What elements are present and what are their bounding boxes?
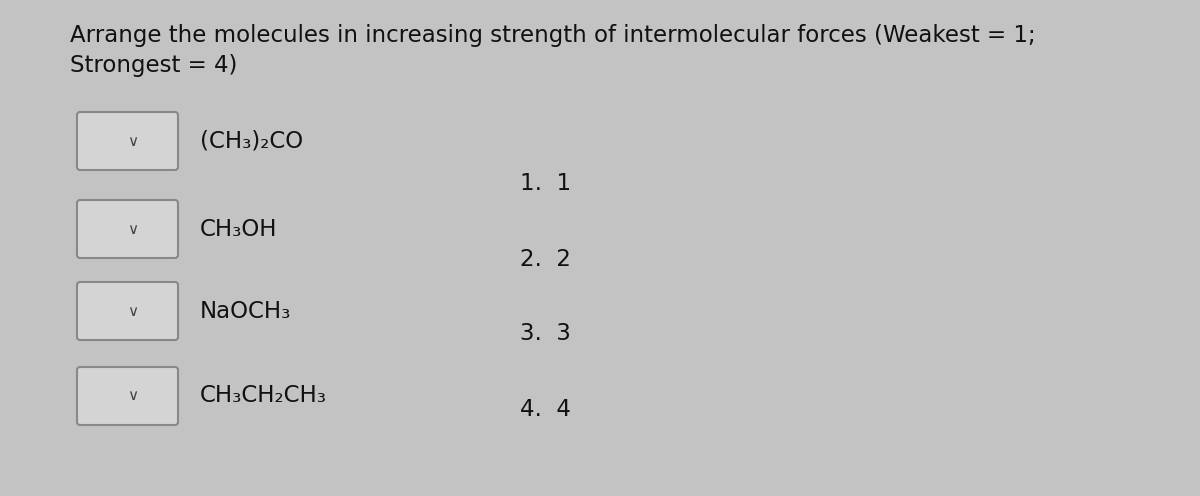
Text: CH₃OH: CH₃OH [200, 218, 277, 241]
Text: ∨: ∨ [127, 388, 138, 404]
FancyBboxPatch shape [77, 282, 178, 340]
Text: 2.  2: 2. 2 [520, 248, 571, 270]
Text: 3.  3: 3. 3 [520, 322, 571, 346]
FancyBboxPatch shape [77, 112, 178, 170]
FancyBboxPatch shape [77, 200, 178, 258]
Text: NaOCH₃: NaOCH₃ [200, 300, 292, 322]
Text: Strongest = 4): Strongest = 4) [70, 54, 238, 77]
Text: 1.  1: 1. 1 [520, 173, 571, 195]
Text: ∨: ∨ [127, 304, 138, 318]
FancyBboxPatch shape [77, 367, 178, 425]
Text: ∨: ∨ [127, 133, 138, 148]
Text: Arrange the molecules in increasing strength of intermolecular forces (Weakest =: Arrange the molecules in increasing stre… [70, 24, 1036, 47]
Text: ∨: ∨ [127, 222, 138, 237]
Text: 4.  4: 4. 4 [520, 397, 571, 421]
Text: CH₃CH₂CH₃: CH₃CH₂CH₃ [200, 384, 326, 408]
Text: (CH₃)₂CO: (CH₃)₂CO [200, 129, 304, 152]
